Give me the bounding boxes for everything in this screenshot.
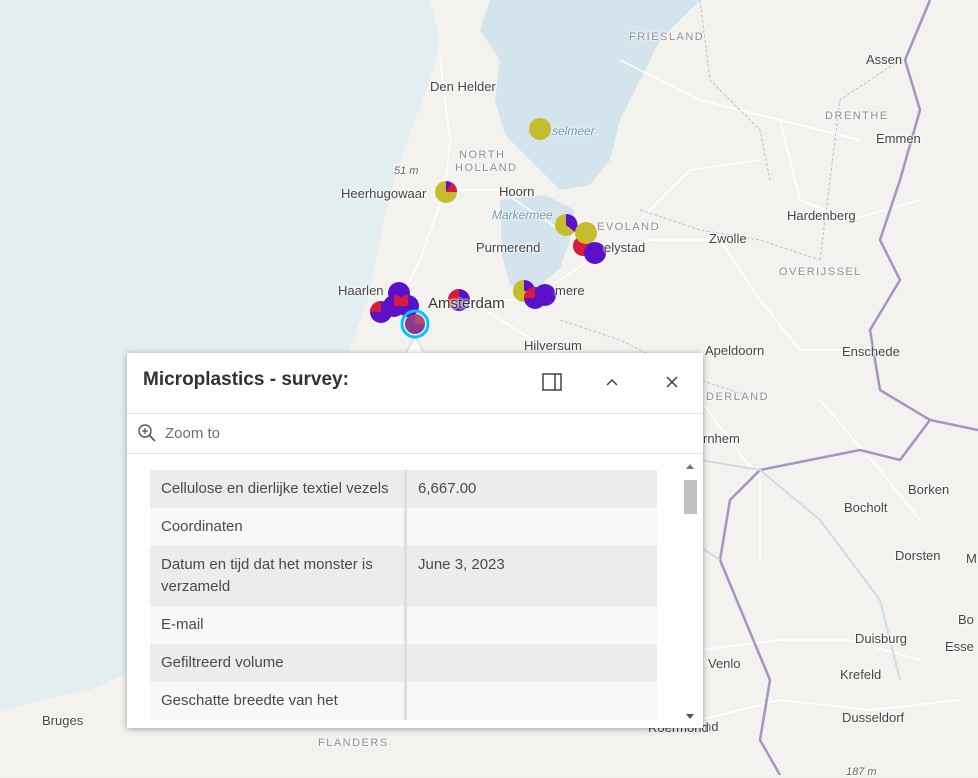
popup-actions: Zoom to [127,414,703,454]
map-label-assen: Assen [866,52,903,67]
survey-point[interactable] [448,289,470,311]
attribute-value [405,682,657,720]
dock-button[interactable] [537,367,567,397]
survey-point[interactable] [575,222,597,244]
map-label-haarlem: Haarlen [338,283,384,298]
zoom-to-label: Zoom to [165,424,221,442]
map-label-markermeer: Markermee [492,208,553,222]
survey-point[interactable] [529,118,551,140]
markermeer-water [500,195,575,290]
map-label-bo-cut: Bo [958,612,974,627]
map-label-elev-51: 51 m [394,165,419,177]
attribute-key: E-mail [150,606,407,644]
attribute-value [405,606,657,644]
map-label-lelystad: elystad [604,240,646,255]
map-label-flanders: FLANDERS [318,737,389,749]
attribute-key: Gefiltreerd volume [150,644,407,682]
attribute-value: June 3, 2023 [405,546,657,606]
map-label-almere: mere [555,283,585,298]
map-label-zwolle: Zwolle [709,231,747,246]
popup-pointer [406,338,424,354]
map-label-hoorn: Hoorn [499,184,535,199]
attribute-row: Gefiltreerd volume [150,644,657,682]
map-label-bruges: Bruges [42,713,84,728]
scroll-down-arrow[interactable] [686,714,694,719]
map-label-heerhugowaard: Heerhugowaar [341,186,427,201]
scrollbar[interactable] [682,460,698,722]
map-label-hilversum: Hilversum [524,338,582,353]
close-button[interactable] [657,367,687,397]
map-label-ijsselmeer: selmeer [552,124,595,138]
popup-content[interactable]: Cellulose en dierlijke textiel vezels 6,6… [127,454,703,728]
map-label-drenthe: DRENTHE [825,110,889,122]
map-label-friesland: FRIESLAND [629,31,705,43]
survey-markers[interactable] [370,118,606,339]
map-label-bocholt: Bocholt [844,500,888,515]
attribute-key: Geschatte breedte van het [150,682,407,720]
scroll-thumb[interactable] [684,480,697,514]
map-label-krefeld: Krefeld [840,667,882,682]
attribute-key: Cellulose en dierlijke textiel vezels [150,470,407,508]
map-label-north-holland-2: HOLLAND [455,162,518,174]
map-label-amsterdam: Amsterdam [428,295,505,312]
map-label-purmerend: Purmerend [476,240,541,255]
map-label-elev-187: 187 m [846,766,877,778]
map-label-den-helder: Den Helder [430,79,496,94]
map-label-flevoland: EVOLAND [597,221,661,233]
attribute-row: Geschatte breedte van het [150,682,657,720]
survey-point[interactable] [555,213,578,236]
map-label-emmen: Emmen [876,131,921,146]
map-label-gelderland: DERLAND [706,391,770,403]
map-label-hardenberg: Hardenberg [787,208,856,223]
ijsselmeer-water [480,0,700,190]
map-label-north-holland-1: NORTH [459,149,506,161]
map-label-m-cut: M [966,551,977,566]
collapse-button[interactable] [597,367,627,397]
map-label-essen: Esse [945,639,974,654]
attribute-table: Cellulose en dierlijke textiel vezels 6,6… [150,470,657,720]
map-label-duisburg: Duisburg [855,631,908,646]
country-border [718,0,978,775]
attribute-value [405,508,657,546]
attribute-key: Coordinaten [150,508,407,546]
chevron-up-icon [606,378,618,386]
map-label-venlo: Venlo [708,656,741,671]
dock-panel-icon [542,373,562,391]
attribute-row: Coordinaten [150,508,657,546]
map-label-apeldoorn: Apeldoorn [705,343,765,358]
popup-title: Microplastics - survey: [143,369,349,390]
map-label-enschede: Enschede [842,344,900,359]
attribute-key: Datum en tijd dat het monster is verzame… [150,546,407,606]
feature-popup: Microplastics - survey: Z [127,353,703,728]
map-label-dorsten: Dorsten [895,548,941,563]
popup-header: Microplastics - survey: [127,353,703,414]
attribute-row: Cellulose en dierlijke textiel vezels 6,6… [150,470,657,508]
map-label-arnhem: rnhem [703,431,740,446]
selected-survey-point[interactable] [400,309,430,339]
close-icon [666,376,678,388]
survey-point[interactable] [584,242,606,264]
survey-point[interactable] [435,181,458,203]
attribute-value: 6,667.00 [405,470,657,508]
scroll-up-arrow[interactable] [686,464,694,469]
survey-point[interactable] [524,287,546,309]
attribute-row: Datum en tijd dat het monster is verzame… [150,546,657,606]
map-label-overijssel: OVERIJSSEL [779,266,862,278]
attribute-row: E-mail [150,606,657,644]
attribute-value [405,644,657,682]
map-label-nd-cut: nd [704,719,719,734]
zoom-to-button[interactable]: Zoom to [137,423,220,443]
map-label-borken: Borken [908,482,950,497]
zoom-in-icon [138,424,156,442]
map-label-dusseldorf: Dusseldorf [842,710,905,725]
